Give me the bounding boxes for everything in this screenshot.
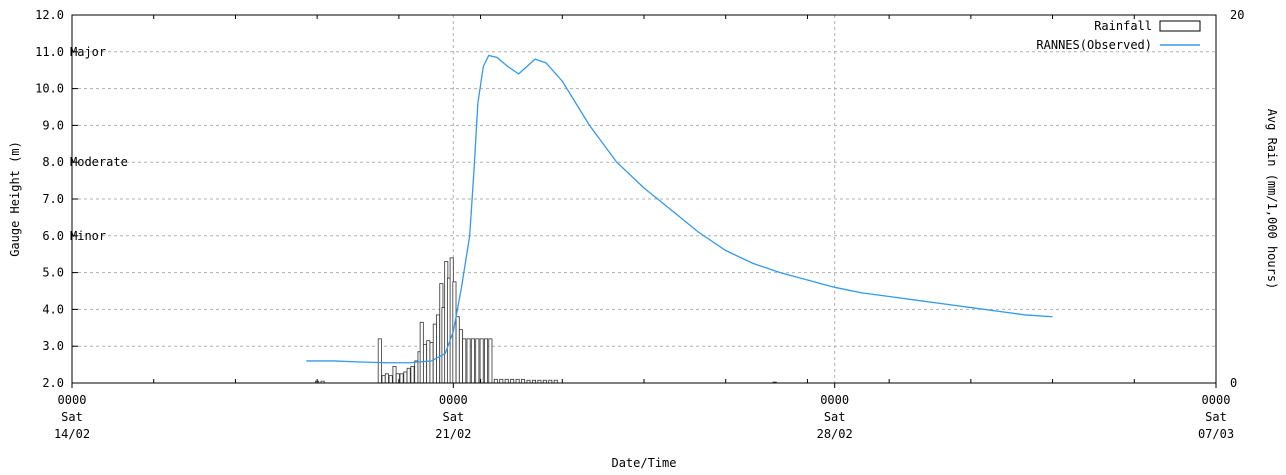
threshold-label-minor: Minor [70,229,106,243]
gauge-series [306,54,1053,364]
y-tick-label-right: 20 [1230,8,1244,22]
x-tick-label-time: 0000 [439,393,468,407]
rainfall-bar [392,366,397,384]
rainfall-bar [466,338,471,384]
legend: Rainfall RANNES(Observed) [1036,19,1201,52]
y-tick-label-left: 5.0 [42,266,64,280]
rainfall-bar [475,338,480,384]
x-tick-label-date: 21/02 [435,427,471,441]
gauge-height-line [306,54,1053,364]
y-tick-label-left: 6.0 [42,229,64,243]
rainfall-bar [419,321,424,384]
left-axis: 2.0 3.0 4.0 5.0 6.0 7.0 8.0 9.0 10.0 11.0 12.0 [35,8,78,390]
rainfall-bar [381,375,386,384]
rainfall-bar [470,338,475,384]
rainfall-bar [479,338,484,384]
x-axis: 0000Sat14/020000Sat21/020000Sat28/020000… [54,15,1234,441]
legend-label-rannes-observed: RANNES(Observed) [1036,38,1152,52]
rainfall-bar [510,378,515,384]
x-tick-label-date: 14/02 [54,427,90,441]
x-tick-label-date: 28/02 [817,427,853,441]
x-tick-label-day: Sat [824,410,846,424]
rainfall-bar [499,378,504,384]
y-tick-label-left: 12.0 [35,8,64,22]
threshold-labels: Major Moderate Minor [70,45,128,243]
y-tick-label-left: 7.0 [42,192,64,206]
threshold-label-moderate: Moderate [70,155,128,169]
rainfall-bar [436,314,441,384]
y-axis-left-title: Gauge Height (m) [8,141,22,257]
y-tick-label-left: 8.0 [42,155,64,169]
rainfall-bar [458,329,463,384]
x-axis-title: Date/Time [611,456,676,470]
rainfall-bar [515,378,520,384]
rainfall-bar [377,338,382,384]
rainfall-bar [484,338,489,384]
y-tick-label-left: 3.0 [42,339,64,353]
rainfall-bar [414,360,419,384]
rainfall-bar [432,323,437,384]
rainfall-bar [462,338,467,384]
threshold-label-major: Major [70,45,106,59]
grid-lines [72,15,1216,383]
rainfall-bar [488,338,493,384]
rainfall-bar [403,371,408,384]
rainfall-bar [429,342,434,384]
y-tick-label-left: 4.0 [42,302,64,316]
x-tick-label-date: 07/03 [1198,427,1234,441]
rainfall-bar [455,316,460,384]
rainfall-bar [410,366,415,384]
y-tick-label-right: 0 [1230,376,1237,390]
rainfall-bar [399,373,404,384]
rainfall-bar [384,373,389,384]
y-tick-label-left: 2.0 [42,376,64,390]
y-tick-label-left: 10.0 [35,82,64,96]
y-axis-right-title: Avg Rain (mm/1,000 hours) [1265,109,1279,290]
rainfall-bar [493,378,498,384]
rainfall-bar [504,378,509,384]
x-tick-label-day: Sat [61,410,83,424]
legend-label-rainfall: Rainfall [1094,19,1152,33]
rainfall-bar [406,367,411,384]
rainfall-bar [521,378,526,384]
y-tick-label-left: 11.0 [35,45,64,59]
x-tick-label-time: 0000 [58,393,87,407]
rainfall-bar [388,375,393,384]
x-tick-label-time: 0000 [1202,393,1231,407]
x-tick-label-time: 0000 [820,393,849,407]
legend-swatch-rainfall [1159,20,1201,32]
x-tick-label-day: Sat [442,410,464,424]
right-axis: 0 20 [1210,8,1244,390]
y-tick-label-left: 9.0 [42,118,64,132]
rainfall-bar [423,343,428,384]
x-tick-label-day: Sat [1205,410,1227,424]
